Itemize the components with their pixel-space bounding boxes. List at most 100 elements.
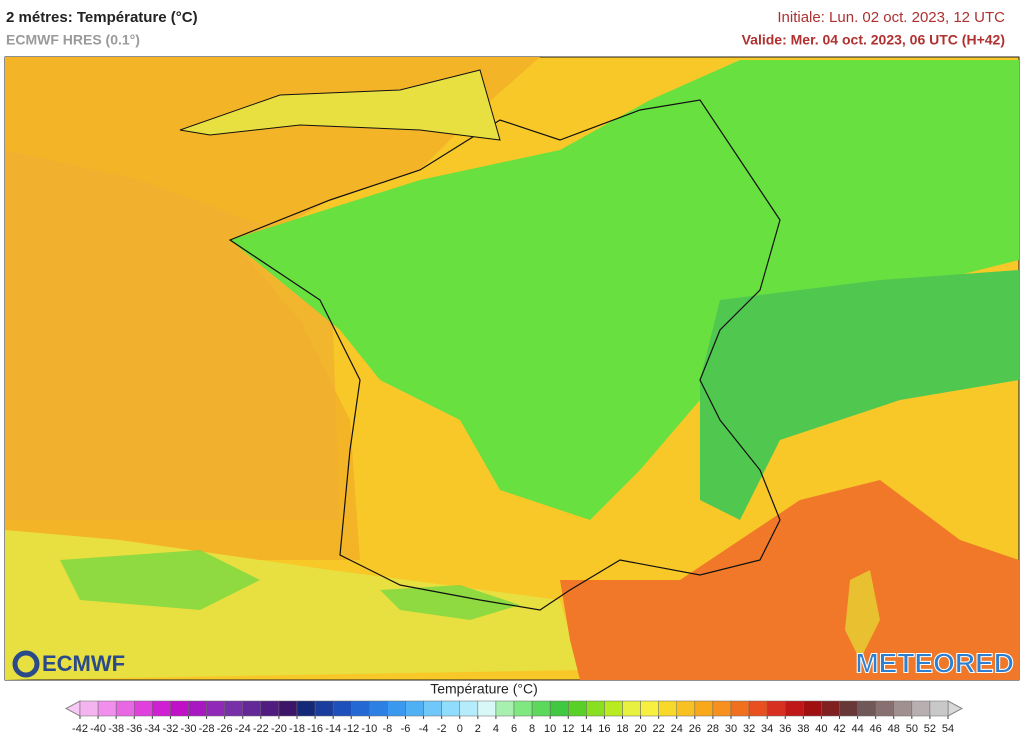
colorbar: -42 -40 -38 -36 -34 -32 -30 -28 -26 -24 -22 -20 -18-… bbox=[64, 700, 964, 735]
tick-label: -24 bbox=[235, 723, 251, 735]
color-swatch bbox=[676, 700, 696, 717]
tick-label: 50 bbox=[906, 723, 918, 735]
color-swatch bbox=[730, 700, 750, 717]
tick-label: 30 bbox=[725, 723, 737, 735]
tick-label: 54 bbox=[942, 723, 954, 735]
tick-label: -2 bbox=[437, 723, 447, 735]
color-swatch bbox=[875, 700, 895, 717]
color-swatch bbox=[803, 700, 822, 717]
color-swatch bbox=[134, 700, 153, 717]
color-swatch bbox=[332, 700, 352, 717]
color-swatch bbox=[622, 700, 641, 717]
color-swatch bbox=[152, 700, 171, 717]
tick-label: -32 bbox=[162, 723, 178, 735]
color-swatch bbox=[495, 700, 515, 717]
color-swatch bbox=[748, 700, 768, 717]
tick-label: -26 bbox=[217, 723, 233, 735]
color-swatch bbox=[296, 700, 316, 717]
valid-time: Valide: Mer. 04 oct. 2023, 06 UTC (H+42) bbox=[742, 32, 1005, 48]
initial-time: Initiale: Lun. 02 oct. 2023, 12 UTC bbox=[777, 9, 1005, 26]
tick-label: 12 bbox=[562, 723, 574, 735]
color-swatch bbox=[441, 700, 460, 717]
tick-label: -4 bbox=[419, 723, 429, 735]
color-swatch bbox=[785, 700, 804, 717]
corsica bbox=[845, 570, 880, 660]
color-swatch bbox=[242, 700, 262, 717]
color-swatch bbox=[387, 700, 406, 717]
color-swatch bbox=[549, 700, 569, 717]
color-swatch bbox=[170, 700, 189, 717]
color-swatch bbox=[278, 700, 298, 717]
tick-label: -22 bbox=[253, 723, 269, 735]
color-swatch bbox=[694, 700, 714, 717]
tick-label: -28 bbox=[199, 723, 215, 735]
tick-label: 26 bbox=[689, 723, 701, 735]
logo-text: ECMWF bbox=[42, 651, 125, 676]
tick-label: -10 bbox=[361, 723, 377, 735]
tick-label: -38 bbox=[108, 723, 124, 735]
tick-label: -12 bbox=[343, 723, 359, 735]
color-swatch bbox=[893, 700, 913, 717]
tick-label: 4 bbox=[493, 723, 499, 735]
tick-label: 52 bbox=[924, 723, 936, 735]
tick-label: -36 bbox=[126, 723, 142, 735]
tick-label: 2 bbox=[475, 723, 481, 735]
color-swatch bbox=[929, 700, 949, 717]
tick-label: 0 bbox=[457, 723, 463, 735]
tick-label: 14 bbox=[580, 723, 592, 735]
over-arrow bbox=[947, 700, 964, 717]
tick-label: 18 bbox=[616, 723, 628, 735]
tick-label: 24 bbox=[671, 723, 683, 735]
tick-label: 32 bbox=[743, 723, 755, 735]
color-swatch bbox=[477, 700, 497, 717]
tick-label: 10 bbox=[544, 723, 556, 735]
tick-label: -34 bbox=[144, 723, 160, 735]
tick-label: -16 bbox=[307, 723, 323, 735]
tick-label: -8 bbox=[383, 723, 393, 735]
color-swatch bbox=[604, 700, 623, 717]
tick-label: 46 bbox=[870, 723, 882, 735]
tick-label: 38 bbox=[797, 723, 809, 735]
map: ECMWF METEORED bbox=[4, 56, 1020, 681]
logo-icon bbox=[12, 650, 40, 678]
tick-label: 16 bbox=[598, 723, 610, 735]
color-swatch bbox=[513, 700, 533, 717]
logo-ecmwf: ECMWF bbox=[12, 650, 125, 678]
tick-label: 6 bbox=[511, 723, 517, 735]
tick-label: 28 bbox=[707, 723, 719, 735]
tick-label: 44 bbox=[851, 723, 863, 735]
color-swatch bbox=[712, 700, 732, 717]
color-swatch bbox=[839, 700, 858, 717]
color-swatch bbox=[405, 700, 424, 717]
mediterranean bbox=[560, 480, 1019, 680]
color-swatch bbox=[188, 700, 207, 717]
tick-label: -42 bbox=[72, 723, 88, 735]
tick-label: 48 bbox=[888, 723, 900, 735]
color-swatch bbox=[97, 700, 117, 717]
color-swatch bbox=[369, 700, 388, 717]
tick-label: -30 bbox=[181, 723, 197, 735]
alps bbox=[700, 270, 1019, 520]
tick-label: 36 bbox=[779, 723, 791, 735]
color-swatch bbox=[79, 700, 99, 717]
tick-label: -14 bbox=[325, 723, 341, 735]
tick-label: -20 bbox=[271, 723, 287, 735]
color-swatch bbox=[260, 700, 280, 717]
tick-label: 34 bbox=[761, 723, 773, 735]
color-swatch bbox=[115, 700, 135, 717]
color-swatch bbox=[531, 700, 551, 717]
tick-label: -6 bbox=[401, 723, 411, 735]
color-swatch bbox=[206, 700, 225, 717]
color-swatch bbox=[586, 700, 605, 717]
color-swatch bbox=[224, 700, 244, 717]
cool-land bbox=[230, 60, 1019, 520]
tick-label: 22 bbox=[653, 723, 665, 735]
color-swatch bbox=[640, 700, 659, 717]
tick-label: 8 bbox=[529, 723, 535, 735]
color-swatch bbox=[857, 700, 876, 717]
tick-label: -40 bbox=[90, 723, 106, 735]
color-swatch bbox=[658, 700, 678, 717]
logo-meteored: METEORED bbox=[855, 647, 1014, 678]
